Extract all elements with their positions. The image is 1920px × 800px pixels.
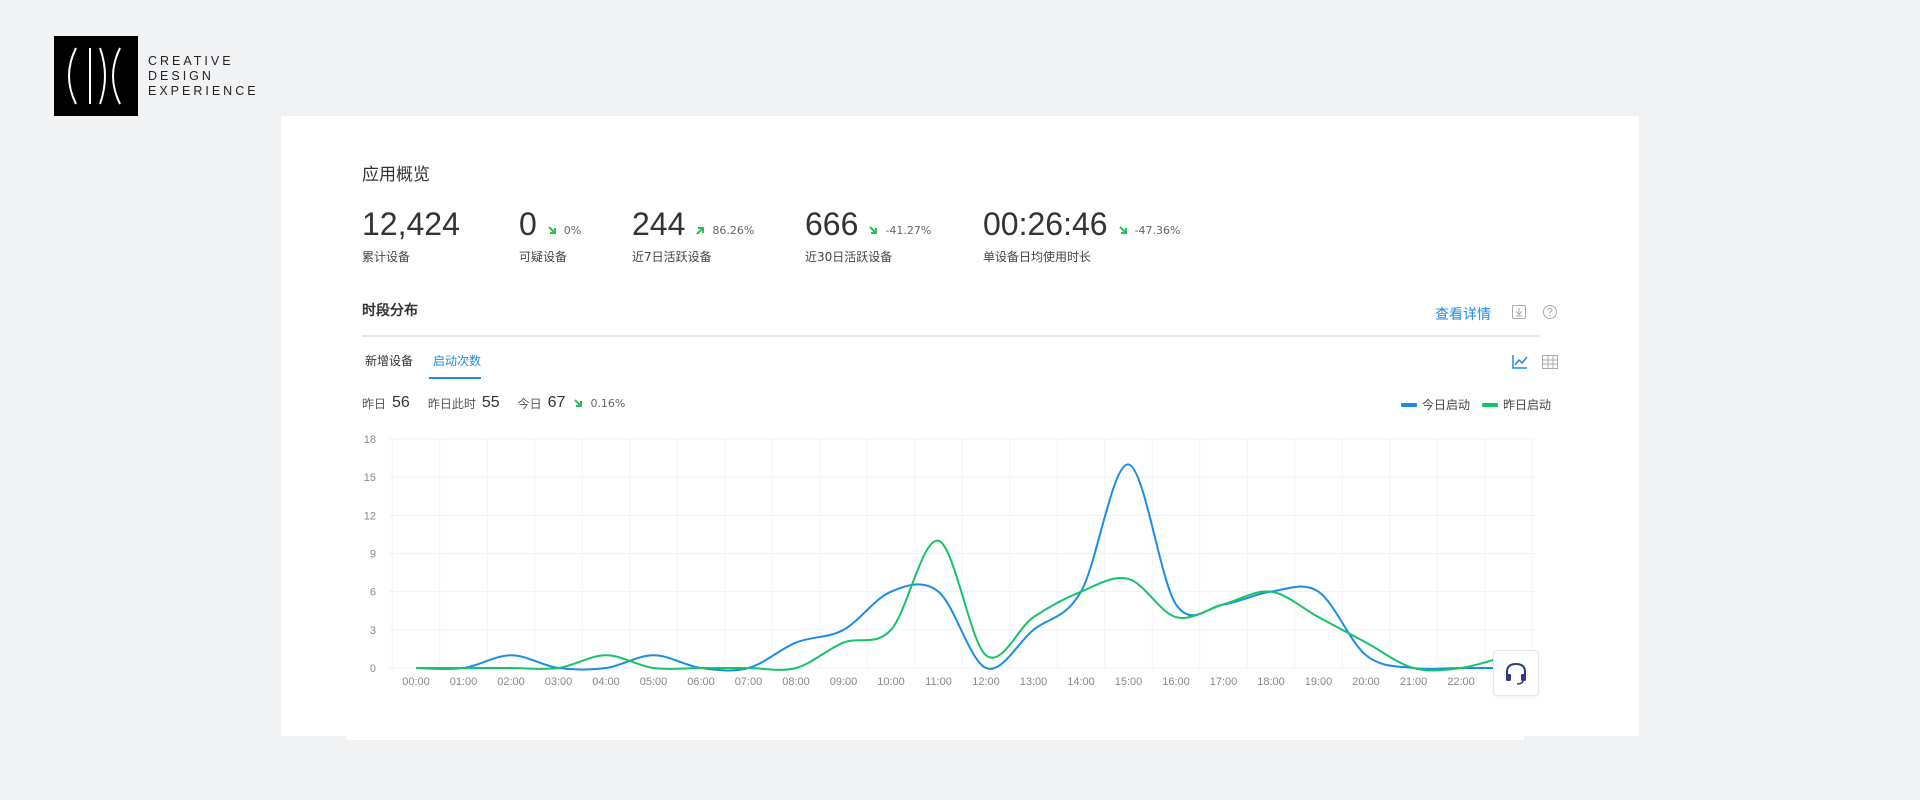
stat-label: 累计设备 <box>362 250 411 264</box>
summary-today-change: 0.16% <box>573 397 625 410</box>
stat-suspicious-devices: 0 0% 可疑设备 <box>519 202 632 265</box>
x-tick-label: 09:00 <box>830 676 858 688</box>
x-tick-label: 01:00 <box>450 676 478 688</box>
x-tick-label: 13:00 <box>1020 676 1048 688</box>
legend-item-today[interactable]: 今日启动 <box>1401 396 1470 413</box>
brand-line: CREATIVE <box>148 53 234 68</box>
summary-today-label: 今日 <box>517 396 542 411</box>
legend-swatch <box>1482 402 1499 407</box>
y-tick-label: 3 <box>370 625 376 637</box>
stat-value: 0 <box>519 206 537 242</box>
y-tick-label: 0 <box>370 663 376 675</box>
x-tick-label: 19:00 <box>1305 676 1333 688</box>
x-tick-label: 12:00 <box>972 676 1000 688</box>
table-icon[interactable] <box>1541 354 1559 370</box>
stat-change: 86.26% <box>695 224 754 237</box>
x-tick-label: 16:00 <box>1162 676 1190 688</box>
y-tick-label: 18 <box>364 434 376 446</box>
stats-row: 12,424 累计设备 0 0% 可疑设备 244 86.26% 近7日活跃设备 <box>362 202 1223 265</box>
stat-label: 单设备日均使用时长 <box>983 250 1092 264</box>
stat-change-value: -41.27% <box>885 224 932 237</box>
brand-logo: CREATIVE DESIGN EXPERIENCE <box>54 36 259 116</box>
legend-label: 昨日启动 <box>1503 398 1552 412</box>
x-tick-label: 06:00 <box>687 676 715 688</box>
stat-value: 666 <box>805 206 859 242</box>
stat-change: -47.36% <box>1118 224 1181 237</box>
x-tick-label: 21:00 <box>1400 676 1428 688</box>
x-tick-label: 20:00 <box>1352 676 1380 688</box>
stat-label: 近7日活跃设备 <box>632 250 712 264</box>
y-tick-label: 15 <box>364 472 376 484</box>
x-tick-label: 17:00 <box>1210 676 1238 688</box>
stat-change-value: 86.26% <box>712 224 755 237</box>
summary-row: 昨日 56 昨日此时 55 今日 67 0.16% <box>362 394 625 412</box>
stat-label: 可疑设备 <box>519 250 568 264</box>
stat-active-30d: 666 -41.27% 近30日活跃设备 <box>805 202 983 265</box>
view-details-link[interactable]: 查看详情 <box>1435 307 1491 323</box>
legend-item-yesterday[interactable]: 昨日启动 <box>1482 396 1551 413</box>
summary-same-time-label: 昨日此时 <box>427 396 476 411</box>
section-title: 时段分布 <box>362 303 418 319</box>
stat-change-value: -47.36% <box>1134 224 1181 237</box>
stat-value: 244 <box>632 206 686 242</box>
stat-avg-usage-time: 00:26:46 -47.36% 单设备日均使用时长 <box>983 202 1223 265</box>
line-chart-icon[interactable] <box>1511 354 1529 370</box>
trend-up-icon <box>696 227 705 235</box>
stat-value: 00:26:46 <box>983 206 1108 242</box>
overview-card: 应用概览 12,424 累计设备 0 0% 可疑设备 244 86.26% <box>281 116 1639 736</box>
y-tick-label: 12 <box>364 510 376 522</box>
x-tick-label: 14:00 <box>1067 676 1095 688</box>
card-footer-strip <box>346 736 1524 740</box>
trend-down-icon <box>548 226 556 234</box>
x-tick-label: 11:00 <box>925 676 952 688</box>
brand-line: DESIGN <box>148 68 214 83</box>
active-tab-indicator <box>429 377 481 379</box>
x-tick-label: 07:00 <box>735 676 763 688</box>
x-tick-label: 10:00 <box>877 676 905 688</box>
help-circle-icon[interactable] <box>1542 304 1558 320</box>
x-tick-label: 00:00 <box>402 676 430 688</box>
series-line-today <box>415 463 1509 672</box>
x-tick-label: 05:00 <box>640 676 668 688</box>
summary-yesterday-value: 56 <box>392 394 410 411</box>
summary-yesterday-label: 昨日 <box>362 396 387 411</box>
stat-value: 12,424 <box>362 206 460 242</box>
stat-active-7d: 244 86.26% 近7日活跃设备 <box>632 202 805 265</box>
y-tick-label: 9 <box>370 549 376 561</box>
tab-new-devices[interactable]: 新增设备 <box>365 354 414 368</box>
brand-text: CREATIVE DESIGN EXPERIENCE <box>148 54 259 99</box>
brand-line: EXPERIENCE <box>148 83 259 98</box>
tab-launch-count[interactable]: 启动次数 <box>433 354 482 368</box>
x-tick-label: 22:00 <box>1447 676 1475 688</box>
x-tick-label: 18:00 <box>1257 676 1285 688</box>
x-tick-label: 04:00 <box>592 676 620 688</box>
stat-total-devices: 12,424 累计设备 <box>362 202 519 265</box>
stat-change-value: 0% <box>563 224 582 237</box>
legend-label: 今日启动 <box>1422 398 1471 412</box>
trend-down-icon <box>1118 226 1127 234</box>
overview-title: 应用概览 <box>362 165 430 185</box>
stat-change: 0% <box>547 224 581 237</box>
x-tick-label: 08:00 <box>782 676 810 688</box>
download-icon[interactable] <box>1511 304 1527 320</box>
headset-icon[interactable] <box>1493 650 1539 696</box>
x-tick-label: 03:00 <box>545 676 573 688</box>
legend-swatch <box>1401 402 1417 407</box>
stat-change: -41.27% <box>868 224 931 237</box>
logo-mark-icon <box>54 36 138 116</box>
section-divider <box>362 335 1540 337</box>
series-line-yesterday <box>416 539 1509 672</box>
x-tick-label: 02:00 <box>497 676 525 688</box>
y-tick-label: 6 <box>370 587 376 599</box>
summary-today-value: 67 <box>547 394 566 411</box>
summary-same-time-value: 55 <box>481 394 500 411</box>
trend-down-icon <box>574 398 583 407</box>
chart-legend: 今日启动 昨日启动 <box>1401 396 1563 413</box>
trend-down-icon <box>869 226 878 234</box>
launch-count-line-chart: 0 3 6 9 12 15 18 00:00 01:00 02:00 03:00 04:00 05:00… <box>364 434 1535 688</box>
x-tick-label: 15:00 <box>1115 676 1143 688</box>
stat-label: 近30日活跃设备 <box>805 250 893 264</box>
summary-today-change-value: 0.16% <box>590 396 626 410</box>
